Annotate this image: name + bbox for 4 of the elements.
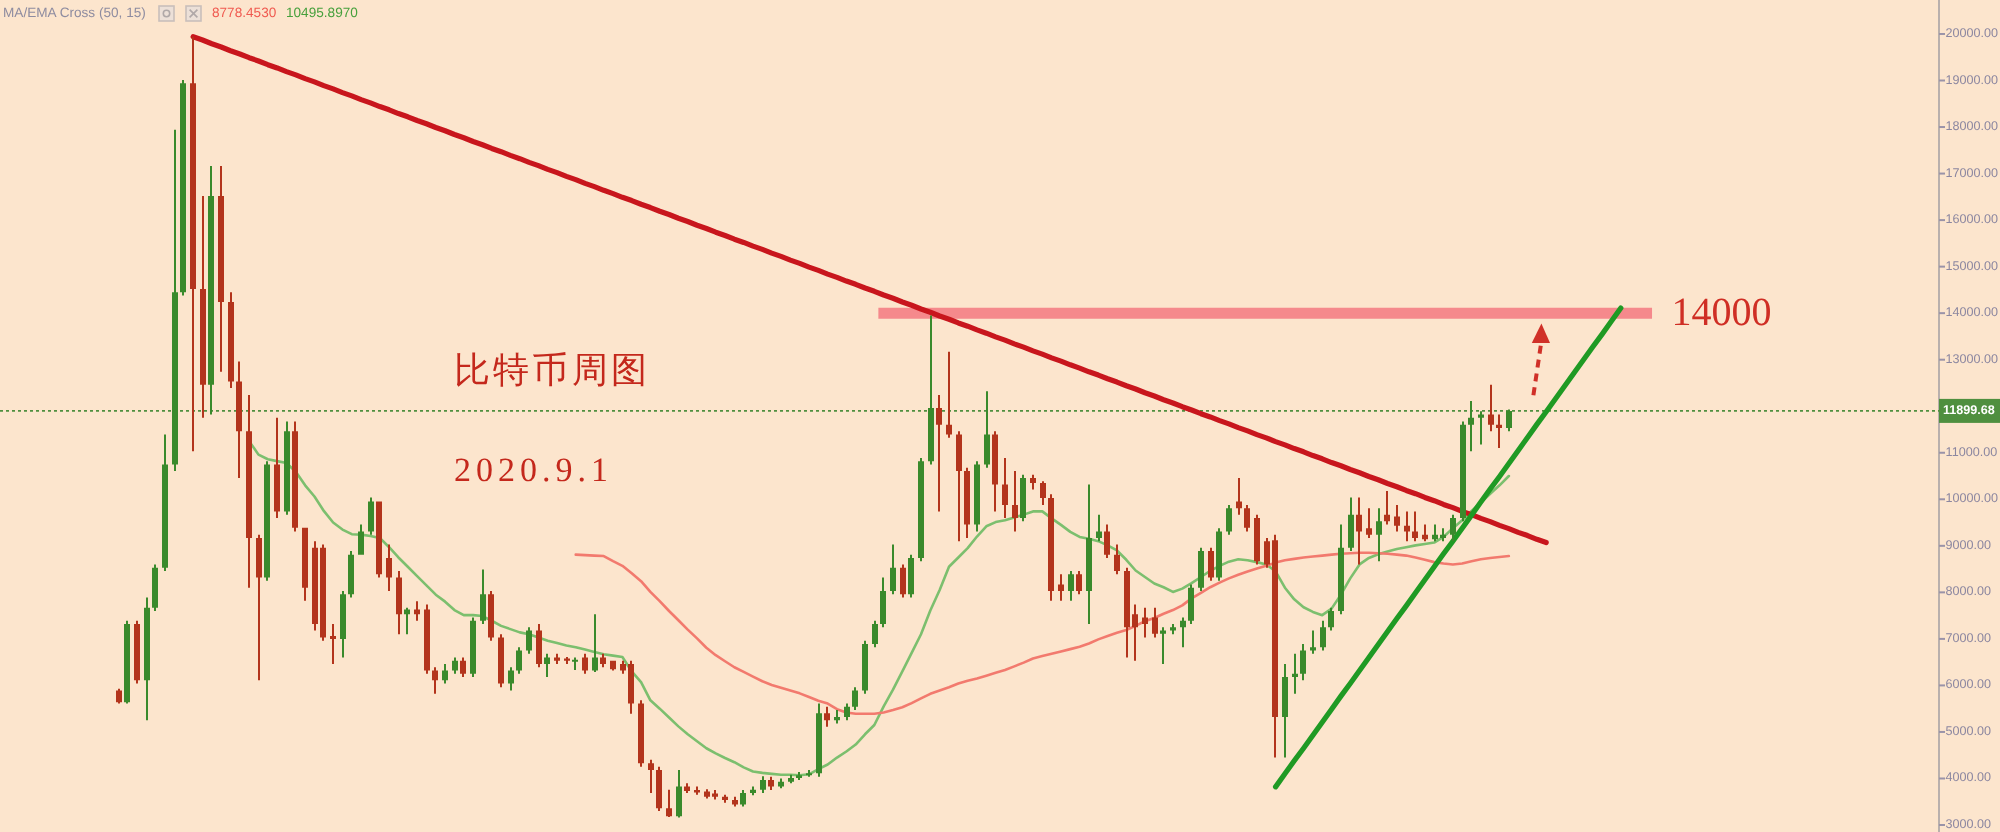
text: 比特币周图 — [454, 350, 650, 390]
ref-line-label: 14000 — [1671, 291, 1772, 336]
text: 2020.9.1 — [454, 451, 613, 489]
ref-line: 14000 — [878, 291, 1772, 336]
